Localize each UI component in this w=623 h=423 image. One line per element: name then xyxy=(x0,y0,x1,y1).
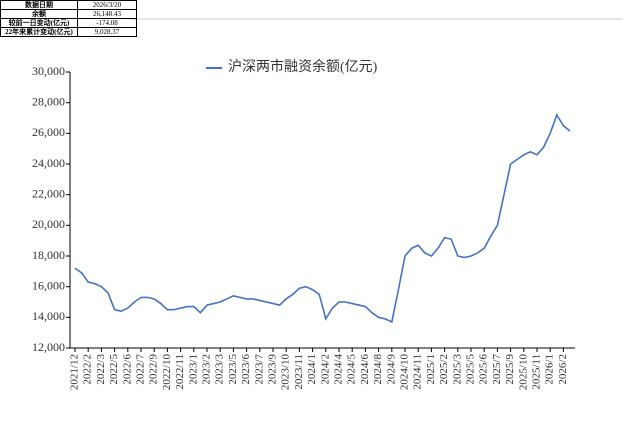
cell-key: 较前一日变动(亿元) xyxy=(0,18,78,28)
y-tick-label: 26,000 xyxy=(32,125,65,139)
x-tick-label: 2023/7 xyxy=(253,354,265,385)
x-tick-label: 2024/9 xyxy=(385,354,397,385)
y-tick-label: 18,000 xyxy=(32,248,65,262)
x-tick-label: 2023/2 xyxy=(201,354,213,385)
x-tick-label: 2025/5 xyxy=(465,354,477,385)
x-tick-label: 2022/10 xyxy=(161,354,173,391)
cell-value: 9,028.37 xyxy=(77,27,137,37)
y-tick-label: 20,000 xyxy=(32,217,65,231)
x-tick-label: 2023/1 xyxy=(187,354,199,385)
x-tick-label: 2024/8 xyxy=(372,354,384,385)
info-table: 数据日期 2026/3/20 余额 26,148.43 较前一日变动(亿元) -174.0… xyxy=(0,0,137,37)
table-row: 22年来累计变动(亿元) 9,028.37 xyxy=(0,27,137,37)
x-tick-label: 2024/2 xyxy=(319,354,331,385)
y-tick-label: 16,000 xyxy=(32,278,65,292)
cell-key: 22年来累计变动(亿元) xyxy=(0,27,78,37)
x-tick-label: 2024/1 xyxy=(306,354,318,385)
x-tick-label: 2025/3 xyxy=(451,354,463,385)
x-tick-label: 2021/12 xyxy=(69,354,81,390)
x-tick-label: 2025/7 xyxy=(491,354,503,385)
cell-key: 余额 xyxy=(0,9,78,19)
x-tick-label: 2022/6 xyxy=(121,354,133,385)
table-row: 较前一日变动(亿元) -174.08 xyxy=(0,18,137,28)
x-tick-label: 2025/2 xyxy=(438,354,450,385)
cell-key: 数据日期 xyxy=(0,0,78,10)
y-tick-label: 12,000 xyxy=(32,340,65,354)
x-tick-label: 2022/7 xyxy=(135,354,147,385)
x-tick-label: 2022/2 xyxy=(82,354,94,385)
x-tick-label: 2024/4 xyxy=(333,354,345,385)
y-tick-label: 14,000 xyxy=(32,309,65,323)
data-line xyxy=(74,113,571,324)
x-tick-label: 2023/3 xyxy=(214,354,226,385)
x-tick-label: 2022/5 xyxy=(108,354,120,385)
cell-value: 2026/3/20 xyxy=(77,0,137,10)
x-tick-label: 2025/1 xyxy=(425,354,437,385)
x-tick-label: 2026/2 xyxy=(557,354,569,385)
y-tick-label: 28,000 xyxy=(32,94,65,108)
x-tick-label: 2025/11 xyxy=(531,354,543,390)
x-tick-label: 2024/11 xyxy=(412,354,424,390)
x-tick-label: 2023/6 xyxy=(240,354,252,385)
table-row: 余额 26,148.43 xyxy=(0,9,137,19)
legend-label: 沪深两市融资余额(亿元) xyxy=(228,58,378,75)
table-row: 数据日期 2026/3/20 xyxy=(0,0,137,10)
x-tick-label: 2024/5 xyxy=(346,354,358,385)
x-tick-label: 2023/9 xyxy=(267,354,279,385)
x-tick-label: 2022/11 xyxy=(174,354,186,390)
x-tick-label: 2024/10 xyxy=(399,354,411,391)
cell-value: 26,148.43 xyxy=(77,9,137,19)
x-tick-label: 2023/11 xyxy=(293,354,305,390)
x-tick-label: 2025/9 xyxy=(504,354,516,385)
x-tick-label: 2022/3 xyxy=(95,354,107,385)
x-tick-label: 2023/10 xyxy=(280,354,292,391)
y-tick-label: 24,000 xyxy=(32,156,65,170)
x-tick-label: 2026/1 xyxy=(544,354,556,385)
x-tick-label: 2024/6 xyxy=(359,354,371,385)
x-tick-label: 2023/5 xyxy=(227,354,239,385)
cell-value: -174.08 xyxy=(77,18,137,28)
x-tick-label: 2025/6 xyxy=(478,354,490,385)
x-tick-label: 2022/9 xyxy=(148,354,160,385)
y-tick-label: 30,000 xyxy=(32,64,65,78)
x-tick-label: 2025/10 xyxy=(517,354,529,391)
y-tick-label: 22,000 xyxy=(32,186,65,200)
